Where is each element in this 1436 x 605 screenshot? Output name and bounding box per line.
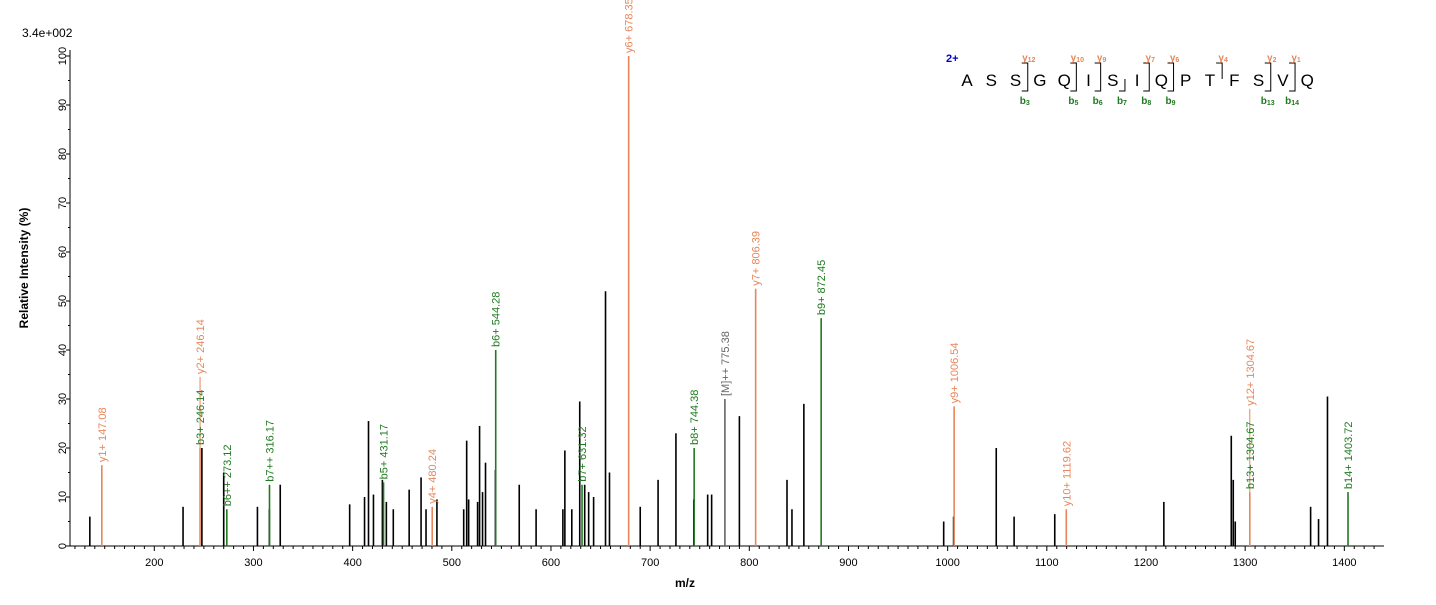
peak-label: y10+ 1119.62 [1061, 441, 1073, 506]
peak-label: b6+ 544.28 [491, 292, 503, 347]
y-cleavage-mark [1021, 62, 1029, 79]
peak-label: [M]++ 775.38 [720, 331, 732, 396]
peak-label: b13+ 1304.67 [1245, 421, 1257, 489]
y-tick-label: 30 [57, 393, 69, 405]
b-cleavage-mark [1143, 79, 1150, 92]
y-ion-label: y2 [1267, 53, 1277, 64]
residue: Q [1155, 71, 1168, 90]
charge-state: 2+ [946, 53, 959, 65]
x-tick-label: 300 [244, 557, 262, 569]
peak-label: y4+ 480.24 [427, 449, 439, 504]
peak-label: b7+ 631.32 [577, 426, 589, 481]
x-tick-label: 600 [542, 557, 560, 569]
axes: 0 10 20 30 40 50 60 70 80 90 100 200 300 400 500 600 700… [57, 47, 1384, 569]
b-ion-label: b3 [1020, 96, 1030, 107]
y-cleavage-mark [1289, 62, 1296, 79]
peak-label: b14+ 1403.72 [1343, 421, 1355, 489]
b-cleavage-mark [1070, 79, 1077, 92]
b-cleavage-mark [1264, 79, 1272, 92]
y-ion-label: y10 [1071, 53, 1084, 64]
y-ion-label: y1 [1291, 53, 1301, 64]
b-ion-label: b9 [1166, 96, 1176, 107]
y-tick-label: 10 [57, 491, 69, 503]
peak-label: y6+ 678.35 [624, 0, 636, 53]
x-tick-label: 400 [343, 557, 361, 569]
y-cleavage-mark [1143, 62, 1150, 79]
peak-label: y9+ 1006.54 [949, 342, 961, 403]
b-cleavage-mark [1118, 79, 1126, 92]
x-tick-label: 1300 [1233, 557, 1257, 569]
b-cleavage-mark [1289, 79, 1296, 92]
y-ion-label: y12 [1022, 53, 1035, 64]
peak-label: b3+ 246.14 [195, 390, 207, 445]
y-tick-label: 70 [57, 197, 69, 209]
residue: P [1180, 71, 1191, 90]
peak-label: b8+ 744.38 [689, 390, 701, 445]
y-tick-label: 40 [57, 344, 69, 356]
b-ion-label: b13 [1261, 96, 1275, 107]
b-ion-label: b7 [1117, 96, 1127, 107]
peak-labels: y1+ 147.08 y2+ 246.14 b3+ 246.14 b6++ 273.1… [97, 0, 1355, 506]
y-ion-label: y9 [1097, 53, 1107, 64]
y-tick-label: 80 [57, 148, 69, 160]
x-tick-label: 700 [641, 557, 659, 569]
x-tick-label: 1100 [1035, 557, 1059, 569]
residue: S [1107, 71, 1118, 90]
y-tick-label: 100 [57, 47, 69, 65]
y-cleavage-mark [1264, 62, 1272, 79]
y-axis-label: Relative Intensity (%) [17, 208, 31, 329]
x-tick-label: 1000 [935, 557, 959, 569]
scale-label: 3.4e+002 [22, 26, 73, 40]
peak-label: y12+ 1304.67 [1245, 339, 1257, 406]
x-tick-label: 200 [145, 557, 163, 569]
b-ion-label: b5 [1068, 96, 1078, 107]
residue: I [1086, 71, 1091, 90]
residue: S [1010, 71, 1021, 90]
b-cleavage-mark [1094, 79, 1102, 92]
y-tick-label: 20 [57, 442, 69, 454]
peak-label: b9+ 872.45 [816, 260, 828, 315]
residue: F [1229, 71, 1239, 90]
peak-label: b7++ 316.17 [264, 420, 276, 482]
y-ion-label: y4 [1218, 53, 1228, 64]
residue: T [1205, 71, 1215, 90]
x-axis-label: m/z [675, 576, 695, 590]
residue: S [1253, 71, 1264, 90]
y-ion-label: y6 [1170, 53, 1180, 64]
peak-label: y7+ 806.39 [751, 231, 763, 286]
peak-label: y1+ 147.08 [97, 407, 109, 462]
y-cleavage-mark [1167, 62, 1175, 79]
b-cleavage-mark [1167, 79, 1175, 92]
y-ion-label: y7 [1146, 53, 1156, 64]
x-tick-label: 1200 [1134, 557, 1158, 569]
peaks [89, 56, 1349, 546]
b-ion-label: b8 [1141, 96, 1151, 107]
y-cleavage-mark [1216, 62, 1223, 79]
residue: Q [1058, 71, 1071, 90]
residue: S [986, 71, 997, 90]
y-tick-label: 90 [57, 99, 69, 111]
y-tick-label: 50 [57, 295, 69, 307]
peak-label: b6++ 273.12 [222, 444, 234, 506]
peak-label: y2+ 246.14 [195, 319, 207, 374]
b-cleavage-mark [1021, 79, 1029, 92]
y-cleavage-mark [1094, 62, 1102, 79]
x-tick-label: 1400 [1332, 557, 1356, 569]
y-cleavage-mark [1070, 62, 1077, 79]
residue: G [1033, 71, 1046, 90]
y-tick-label: 0 [57, 543, 69, 549]
residue: V [1277, 71, 1289, 90]
x-tick-label: 500 [443, 557, 461, 569]
b-ion-label: b6 [1093, 96, 1103, 107]
residue: I [1135, 71, 1140, 90]
y-tick-label: 60 [57, 246, 69, 258]
x-tick-label: 900 [839, 557, 857, 569]
peak-label: b5+ 431.17 [379, 424, 391, 479]
residue: Q [1301, 71, 1314, 90]
b-ion-label: b14 [1285, 96, 1299, 107]
residue: A [961, 71, 973, 90]
x-tick-label: 800 [740, 557, 758, 569]
